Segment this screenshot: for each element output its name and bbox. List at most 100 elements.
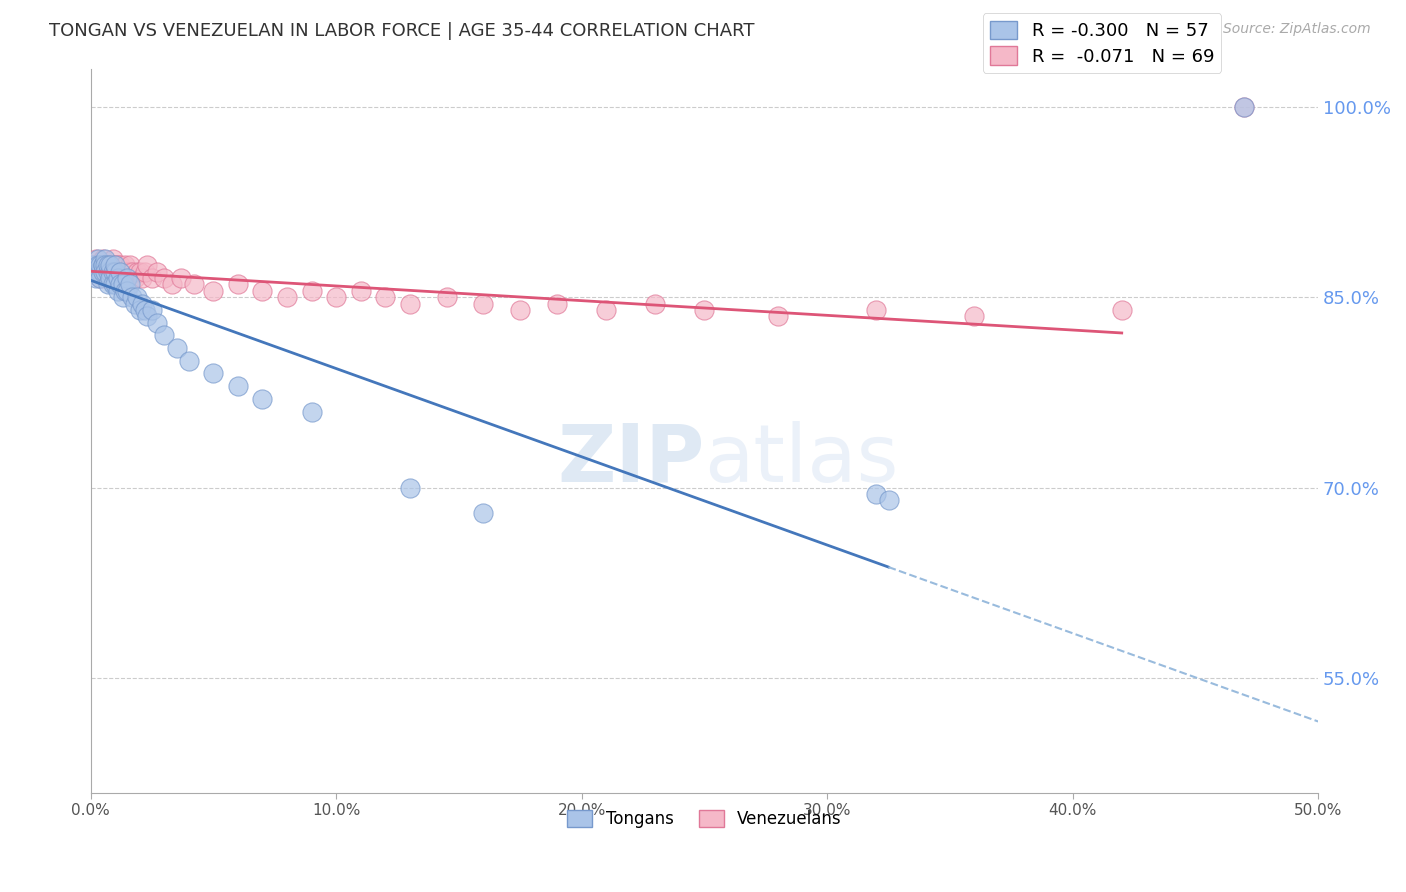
Point [114,259,136,273]
Point [101,277,124,292]
Point [117,271,139,285]
Point [1111,302,1133,317]
Point [87,259,110,273]
Point [398,481,420,495]
Point [509,302,531,317]
Point [121,265,143,279]
Point [301,284,323,298]
Point [97,277,120,292]
Point [202,284,225,298]
Point [108,259,131,273]
Point [107,277,129,292]
Point [91,259,114,273]
Point [97,259,120,273]
Point [98,259,121,273]
Point [134,265,156,279]
Point [226,379,249,393]
Point [117,271,139,285]
Point [166,341,188,355]
Point [104,265,127,279]
Point [160,277,183,292]
Point [82,259,104,273]
Point [136,259,159,273]
Point [91,265,114,279]
Point [94,259,117,273]
Point [865,302,887,317]
Point [98,265,121,279]
Point [226,277,249,292]
Text: atlas: atlas [704,420,898,499]
Point [91,252,114,266]
Text: ZIP: ZIP [557,420,704,499]
Point [325,290,347,304]
Point [693,302,716,317]
Point [117,284,139,298]
Point [108,277,131,292]
Point [91,265,114,279]
Point [1233,100,1256,114]
Point [472,506,495,520]
Point [153,271,176,285]
Point [87,252,110,266]
Point [89,271,111,285]
Point [114,284,136,298]
Point [87,265,110,279]
Point [107,259,129,273]
Point [118,265,141,279]
Point [644,296,666,310]
Text: Source: ZipAtlas.com: Source: ZipAtlas.com [1223,22,1371,37]
Point [127,290,149,304]
Point [183,277,205,292]
Point [472,296,495,310]
Point [101,259,124,273]
Point [170,271,193,285]
Point [89,271,111,285]
Point [104,271,127,285]
Point [436,290,458,304]
Point [84,252,107,266]
Point [87,265,110,279]
Point [84,265,107,279]
Point [98,265,121,279]
Point [128,265,150,279]
Point [97,265,120,279]
Point [127,265,149,279]
Point [301,404,323,418]
Point [124,296,146,310]
Point [104,265,127,279]
Point [91,259,114,273]
Point [84,271,107,285]
Point [104,277,127,292]
Point [89,259,111,273]
Point [104,259,127,273]
Point [1233,100,1256,114]
Point [111,271,134,285]
Point [89,265,111,279]
Point [177,353,200,368]
Point [146,316,169,330]
Text: TONGAN VS VENEZUELAN IN LABOR FORCE | AGE 35-44 CORRELATION CHART: TONGAN VS VENEZUELAN IN LABOR FORCE | AG… [49,22,755,40]
Point [546,296,568,310]
Point [87,259,110,273]
Point [118,259,141,273]
Point [595,302,617,317]
Point [94,265,117,279]
Point [146,265,169,279]
Point [84,265,107,279]
Point [350,284,373,298]
Point [97,265,120,279]
Point [963,310,986,324]
Legend: Tongans, Venezuelans: Tongans, Venezuelans [561,804,848,835]
Point [94,259,117,273]
Point [104,259,127,273]
Point [134,302,156,317]
Point [107,271,129,285]
Point [202,367,225,381]
Point [98,271,121,285]
Point [97,271,120,285]
Point [111,265,134,279]
Point [766,310,789,324]
Point [252,284,274,298]
Point [101,252,124,266]
Point [94,265,117,279]
